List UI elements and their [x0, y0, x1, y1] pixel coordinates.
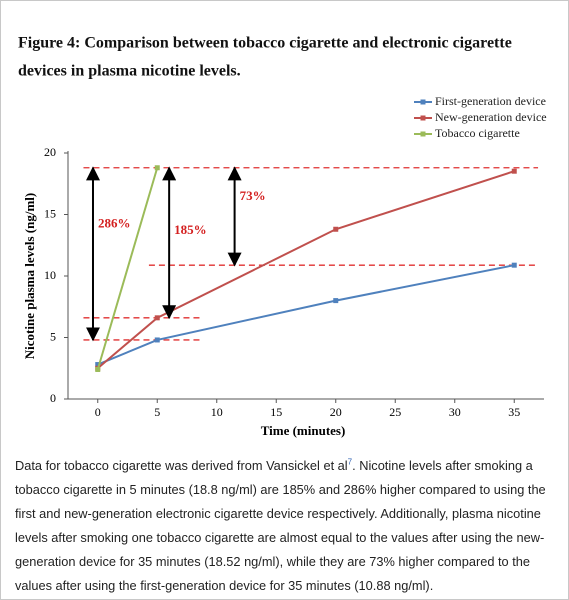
data-point — [154, 337, 160, 343]
legend-label: First-generation device — [435, 94, 546, 108]
series-line — [97, 264, 515, 366]
figure: Figure 4: Comparison between tobacco cig… — [18, 35, 547, 438]
data-point — [154, 165, 160, 171]
x-axis-label: Time (minutes) — [261, 423, 346, 438]
data-point — [511, 262, 517, 268]
x-tick-label: 25 — [389, 405, 401, 419]
annotation-label: 286% — [98, 216, 130, 231]
figure-title: Figure 4: Comparison between tobacco cig… — [18, 35, 512, 52]
y-tick-label: 5 — [50, 329, 56, 343]
x-tick-label: 20 — [330, 405, 342, 419]
annotation-label: 185% — [174, 222, 207, 237]
legend-marker — [420, 131, 426, 137]
x-tick-label: 35 — [508, 405, 520, 419]
y-tick-label: 15 — [44, 206, 56, 220]
y-tick-label: 20 — [44, 145, 56, 159]
data-point — [95, 366, 101, 372]
legend-marker — [420, 115, 426, 121]
reference[interactable]: 7 — [347, 457, 353, 467]
data-point — [333, 298, 339, 304]
series-line — [97, 170, 515, 370]
caption: Data for tobacco cigarette was derived f… — [15, 454, 557, 598]
caption-text: Data for tobacco cigarette was derived f… — [15, 458, 348, 473]
data-point — [333, 226, 339, 232]
data-point — [154, 315, 160, 321]
series-line — [96, 167, 159, 370]
x-tick-label: 30 — [449, 405, 461, 419]
legend-marker — [420, 99, 426, 105]
y-axis-label: Nicotine plasma levels (ng/ml) — [22, 193, 37, 359]
y-tick-label: 0 — [50, 391, 56, 405]
data-point — [95, 362, 101, 368]
caption-text: . Nicotine levels after smoking a tobacc… — [15, 458, 546, 593]
x-tick-label: 10 — [211, 405, 223, 419]
y-tick-label: 10 — [44, 268, 56, 282]
x-tick-label: 5 — [154, 405, 160, 419]
data-point — [511, 168, 517, 174]
legend-label: New-generation device — [435, 110, 547, 124]
x-tick-label: 0 — [95, 405, 101, 419]
figure-title: devices in plasma nicotine levels. — [18, 63, 241, 80]
legend-label: Tobacco cigarette — [435, 126, 520, 140]
annotation-label: 73% — [240, 188, 266, 203]
x-tick-label: 15 — [270, 405, 282, 419]
